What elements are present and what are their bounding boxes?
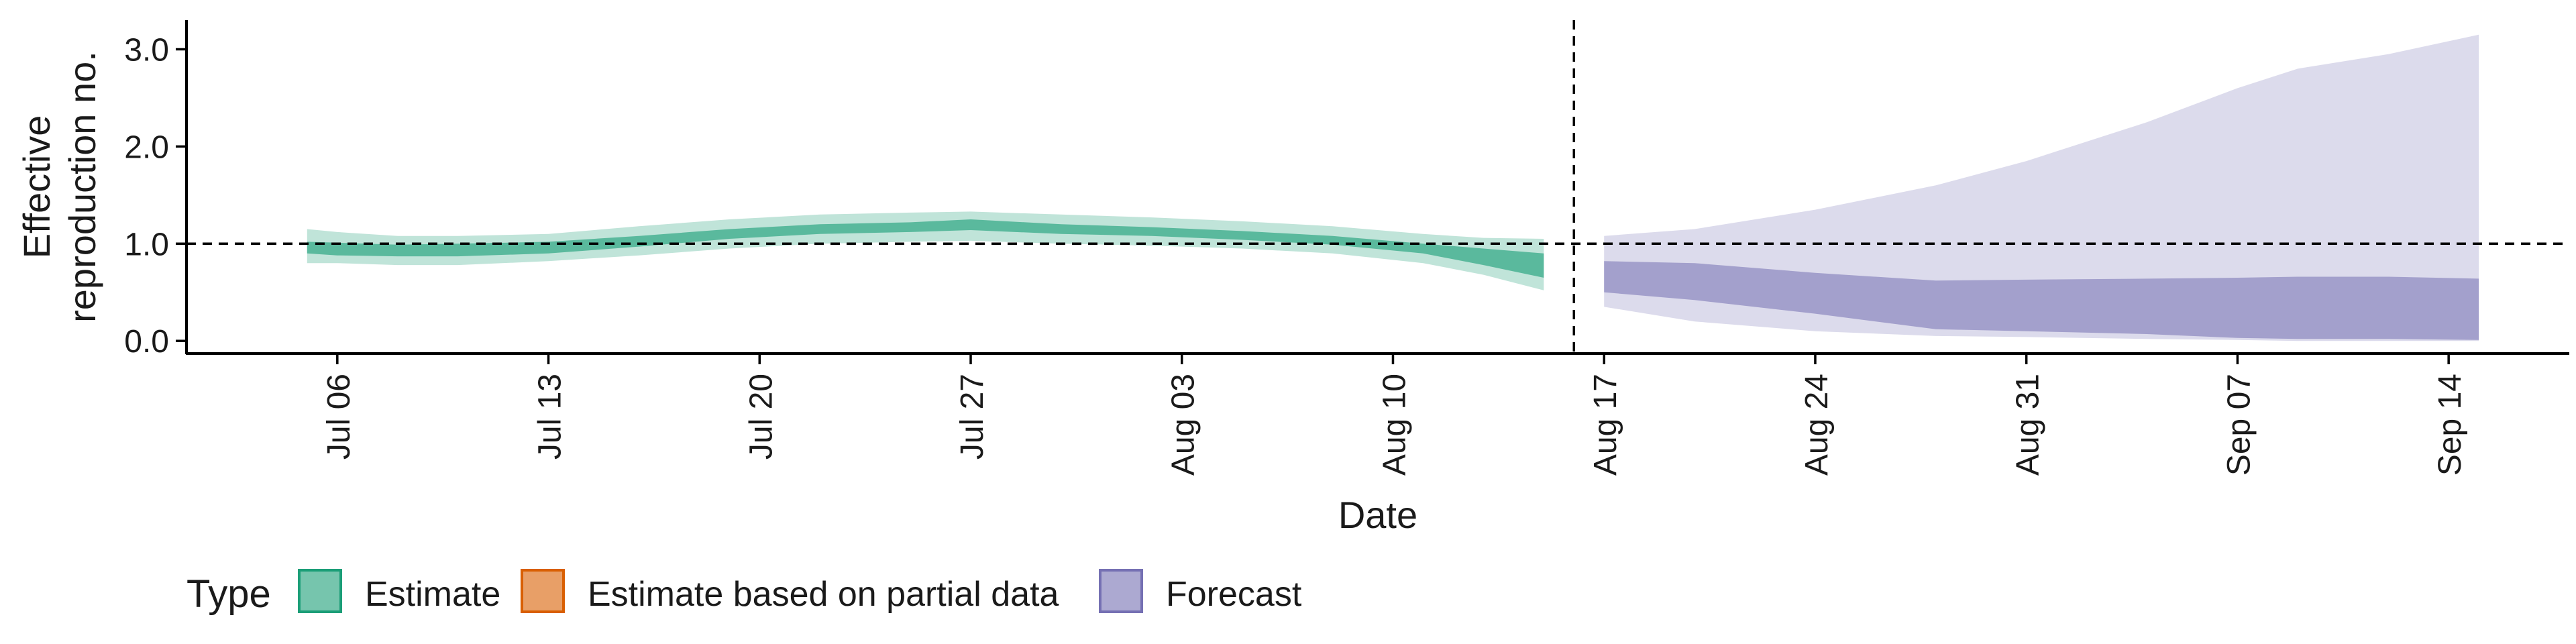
legend-label-estimate-based-on-partial-data: Estimate based on partial data [588, 575, 1059, 614]
x-tick-label: Sep 07 [2221, 374, 2257, 476]
reference-lines [186, 20, 2569, 354]
estimate-inner-band [307, 219, 1544, 278]
x-tick-label: Jul 27 [955, 374, 990, 460]
legend-label-forecast: Forecast [1166, 575, 1302, 614]
forecast-inner-band [1604, 261, 2479, 340]
legend-key-forecast [1099, 569, 1143, 613]
x-ticks: Jul 06 Jul 13 Jul 20 Jul 27 Aug 03 Aug 10 Aug … [321, 354, 2468, 476]
y-tick-label: 2.0 [124, 129, 169, 165]
x-tick-label: Aug 10 [1377, 374, 1412, 476]
x-tick-label: Jul 13 [533, 374, 568, 460]
x-tick-label: Jul 20 [743, 374, 779, 460]
x-tick-label: Jul 06 [321, 374, 357, 460]
y-axis-title-line-2: reproduction no. [61, 51, 103, 323]
uncertainty-bands [307, 34, 2479, 341]
y-tick-label: 1.0 [124, 227, 169, 262]
legend-title: Type [186, 572, 271, 616]
legend-key-estimate [298, 569, 342, 613]
axes [185, 20, 2569, 355]
x-axis-title: Date [1338, 494, 1417, 536]
x-tick-label: Aug 03 [1166, 374, 1201, 476]
legend-key-estimate-based-on-partial-data [521, 569, 565, 613]
y-tick-label: 3.0 [124, 32, 169, 68]
y-ticks: 0.0 1.0 2.0 3.0 [124, 32, 186, 360]
forecast-outer-band [1604, 34, 2479, 341]
y-tick-label: 0.0 [124, 324, 169, 360]
x-tick-label: Aug 31 [2010, 374, 2046, 476]
x-tick-label: Aug 24 [1799, 374, 1835, 476]
legend-label-estimate: Estimate [365, 575, 500, 614]
x-tick-label: Aug 17 [1588, 374, 1623, 476]
x-tick-label: Sep 14 [2432, 374, 2468, 476]
y-axis-title-line-1: Effective [15, 115, 58, 259]
legend: Type Estimate Estimate based on partial da… [186, 569, 1302, 616]
